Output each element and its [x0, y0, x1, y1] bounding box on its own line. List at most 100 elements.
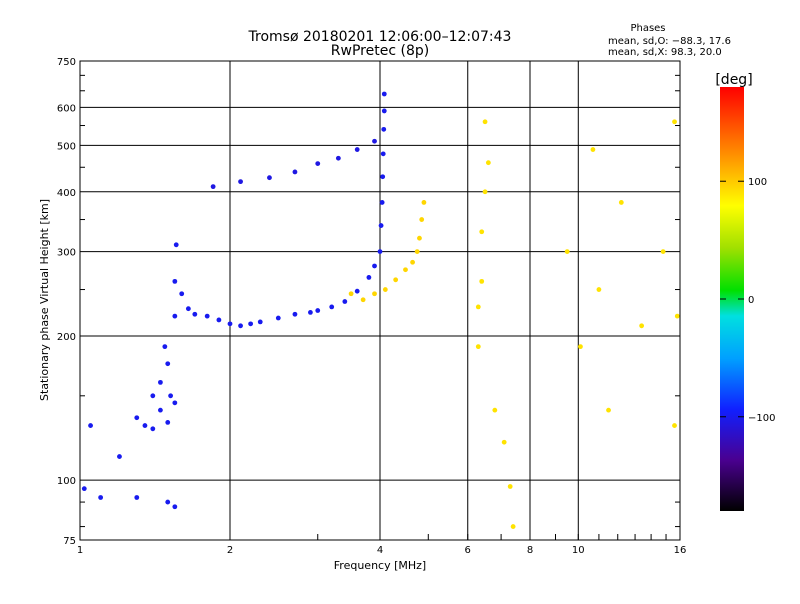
data-point — [492, 407, 498, 413]
grid-lines — [80, 61, 680, 540]
data-point — [382, 287, 388, 292]
data-point — [485, 160, 491, 166]
data-point — [417, 235, 422, 241]
data-point — [672, 119, 677, 125]
data-point — [674, 313, 680, 319]
data-point — [377, 249, 383, 255]
phase-info-heading: Phases — [630, 23, 665, 34]
colorbar-tick-label: 0 — [748, 295, 754, 306]
data-point — [168, 393, 174, 399]
y-axis-label: Stationary phase Virtual Height [km] — [38, 199, 51, 401]
y-tick-label: 200 — [57, 332, 76, 343]
data-point — [381, 108, 387, 114]
data-point — [88, 423, 93, 428]
y-tick-label: 600 — [57, 103, 76, 114]
data-point — [134, 495, 140, 500]
x-tick-label: 6 — [465, 545, 471, 556]
data-point — [315, 161, 321, 166]
data-point — [414, 249, 420, 255]
data-point — [172, 313, 178, 319]
data-points — [81, 91, 680, 529]
data-point — [158, 407, 163, 413]
data-point — [81, 486, 87, 492]
data-point — [578, 344, 583, 350]
data-point — [216, 317, 222, 323]
data-point — [479, 278, 485, 284]
data-point — [393, 277, 399, 283]
phase-info-x: mean, sd,X: 98.3, 20.0 — [608, 47, 722, 58]
data-point — [162, 344, 168, 350]
data-point — [421, 200, 427, 205]
data-point — [142, 423, 148, 428]
colorbar-label: [deg] — [715, 72, 752, 88]
axis-ticks: 1 2 4 6 8 10 16 75 100 200 300 400 500 600 750 — [57, 57, 686, 556]
colorbar-tick-label: −100 — [748, 413, 775, 424]
data-point — [172, 400, 178, 406]
data-point — [639, 323, 645, 329]
y-tick-label: 100 — [57, 476, 76, 487]
data-point — [348, 291, 354, 297]
x-tick-label: 1 — [77, 545, 83, 556]
data-point — [564, 249, 570, 255]
data-point — [672, 423, 677, 428]
data-point — [315, 308, 321, 313]
data-point — [606, 407, 611, 413]
y-tick-label: 300 — [57, 248, 76, 259]
data-point — [479, 229, 485, 235]
data-point — [248, 321, 254, 327]
chart-subtitle: RwPretec (8p) — [331, 43, 429, 59]
data-point — [475, 344, 481, 350]
data-point — [292, 169, 298, 175]
data-point — [267, 175, 272, 181]
data-point — [372, 263, 377, 269]
colorbar-tick-label: 100 — [748, 177, 767, 188]
data-point — [618, 200, 624, 205]
data-point — [501, 439, 507, 445]
data-point — [660, 249, 666, 255]
y-tick-label: 500 — [57, 141, 76, 152]
data-point — [379, 200, 385, 205]
colorbar-ticks: 100 0 −100 — [720, 177, 775, 424]
data-point — [185, 306, 191, 312]
y-tick-label: 400 — [57, 188, 76, 199]
data-point — [192, 311, 198, 317]
x-axis-label: Frequency [MHz] — [334, 559, 426, 572]
data-point — [238, 179, 243, 185]
data-point — [158, 379, 163, 385]
data-point — [257, 319, 263, 325]
data-point — [507, 484, 513, 489]
data-point — [342, 299, 348, 304]
data-point — [165, 499, 171, 505]
data-point — [172, 504, 178, 510]
data-point — [378, 223, 384, 228]
data-point — [596, 287, 602, 292]
data-point — [329, 304, 335, 310]
x-tick-label: 4 — [377, 545, 383, 556]
data-point — [381, 126, 387, 132]
data-point — [172, 278, 178, 284]
data-point — [354, 147, 360, 152]
data-point — [410, 259, 415, 265]
data-point — [366, 275, 372, 280]
y-tick-label: 75 — [63, 536, 76, 547]
data-point — [98, 495, 104, 500]
data-point — [134, 415, 140, 421]
data-point — [275, 315, 281, 321]
data-point — [227, 321, 233, 327]
x-tick-label: 2 — [227, 545, 233, 556]
y-tick-label: 750 — [57, 57, 76, 68]
data-point — [482, 189, 488, 195]
data-point — [150, 393, 156, 399]
data-point — [510, 524, 516, 529]
data-point — [372, 138, 377, 144]
data-point — [372, 291, 377, 297]
data-point — [292, 311, 298, 317]
data-point — [165, 419, 171, 425]
x-tick-label: 10 — [572, 545, 585, 556]
x-tick-label: 16 — [674, 545, 687, 556]
phase-info-o: mean, sd,O: −88.3, 17.6 — [608, 36, 731, 47]
data-point — [150, 426, 156, 432]
data-point — [482, 119, 488, 125]
